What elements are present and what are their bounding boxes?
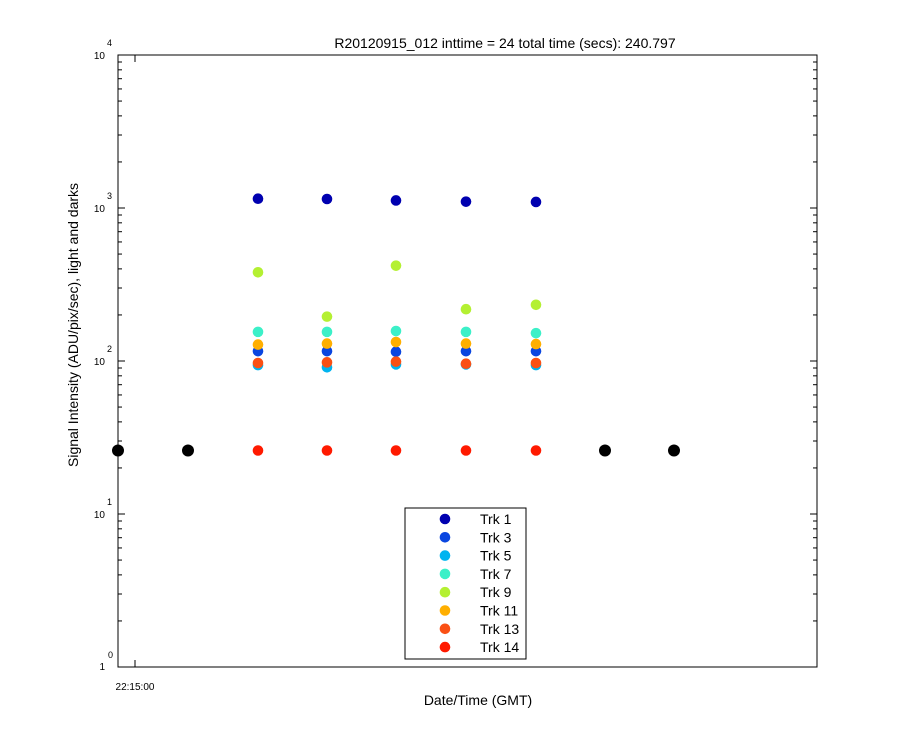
data-point — [252, 193, 264, 205]
y-tick-exponent: 0 — [108, 650, 113, 660]
data-points — [112, 193, 680, 457]
data-point — [530, 445, 542, 456]
data-point — [390, 260, 402, 271]
data-point — [321, 345, 333, 357]
data-point — [252, 266, 264, 278]
data-point — [321, 357, 333, 368]
data-point — [530, 196, 542, 208]
data-point — [460, 445, 472, 456]
dark-data-point — [112, 444, 124, 457]
data-point — [390, 346, 402, 358]
y-tick-exponent: 3 — [107, 191, 112, 201]
legend-label: Trk 1 — [480, 511, 512, 527]
data-point — [390, 336, 402, 348]
legend-label: Trk 11 — [480, 603, 518, 619]
legend-marker — [439, 513, 451, 525]
data-point — [390, 445, 402, 456]
data-point — [252, 357, 264, 369]
data-point — [390, 325, 402, 337]
data-point — [321, 311, 333, 322]
dark-data-point — [599, 444, 611, 457]
y-tick-label: 10 — [94, 51, 106, 62]
data-point — [460, 345, 472, 357]
y-tick-exponent: 2 — [107, 344, 112, 354]
legend-marker — [439, 550, 451, 561]
legend-marker — [439, 532, 451, 543]
x-axis-label: Date/Time (GMT) — [424, 692, 532, 708]
legend-marker — [439, 586, 451, 598]
y-tick-label: 10 — [94, 357, 106, 368]
legend-marker — [439, 623, 451, 635]
data-point — [530, 327, 542, 339]
data-point — [321, 326, 333, 338]
legend: Trk 1 Trk 3 Trk 5 Trk 7 Trk 9 Trk 11 Trk 13 Trk… — [404, 507, 527, 660]
data-point — [321, 338, 333, 349]
data-point — [321, 193, 333, 205]
chart-title: R20120915_012 inttime = 24 total time (s… — [334, 35, 675, 51]
y-axis-label: Signal Intensity (ADU/pix/sec), light an… — [65, 183, 81, 467]
legend-marker — [439, 605, 451, 616]
data-point — [390, 356, 402, 367]
y-tick-exponent: 4 — [107, 38, 112, 48]
y-tick-exponent: 1 — [107, 497, 112, 507]
legend-marker — [439, 641, 451, 653]
y-tick-label: 1 — [99, 662, 105, 673]
data-point — [460, 196, 472, 207]
legend-label: Trk 9 — [480, 584, 512, 600]
dark-data-point — [668, 444, 680, 457]
y-tick-label: 10 — [94, 204, 106, 215]
data-point — [530, 299, 542, 311]
legend-label: Trk 3 — [480, 529, 512, 545]
legend-label: Trk 14 — [480, 639, 519, 655]
legend-marker — [439, 568, 451, 580]
legend-label: Trk 5 — [480, 548, 512, 564]
y-tick-label: 10 — [94, 510, 106, 521]
data-point — [530, 338, 542, 350]
data-point — [390, 195, 402, 206]
x-axis: 22:15:00 — [116, 55, 155, 693]
data-point — [460, 303, 472, 315]
legend-label: Trk 7 — [480, 566, 512, 582]
legend-box — [404, 507, 527, 660]
data-point — [460, 326, 472, 338]
legend-label: Trk 13 — [480, 621, 519, 637]
data-point — [252, 339, 264, 350]
x-tick-label: 22:15:00 — [116, 682, 155, 693]
data-point — [460, 338, 472, 349]
dark-data-point — [182, 444, 194, 457]
data-point — [252, 445, 264, 456]
data-point — [321, 445, 333, 456]
data-point — [530, 357, 542, 369]
data-point — [252, 326, 264, 338]
data-point — [460, 358, 472, 370]
